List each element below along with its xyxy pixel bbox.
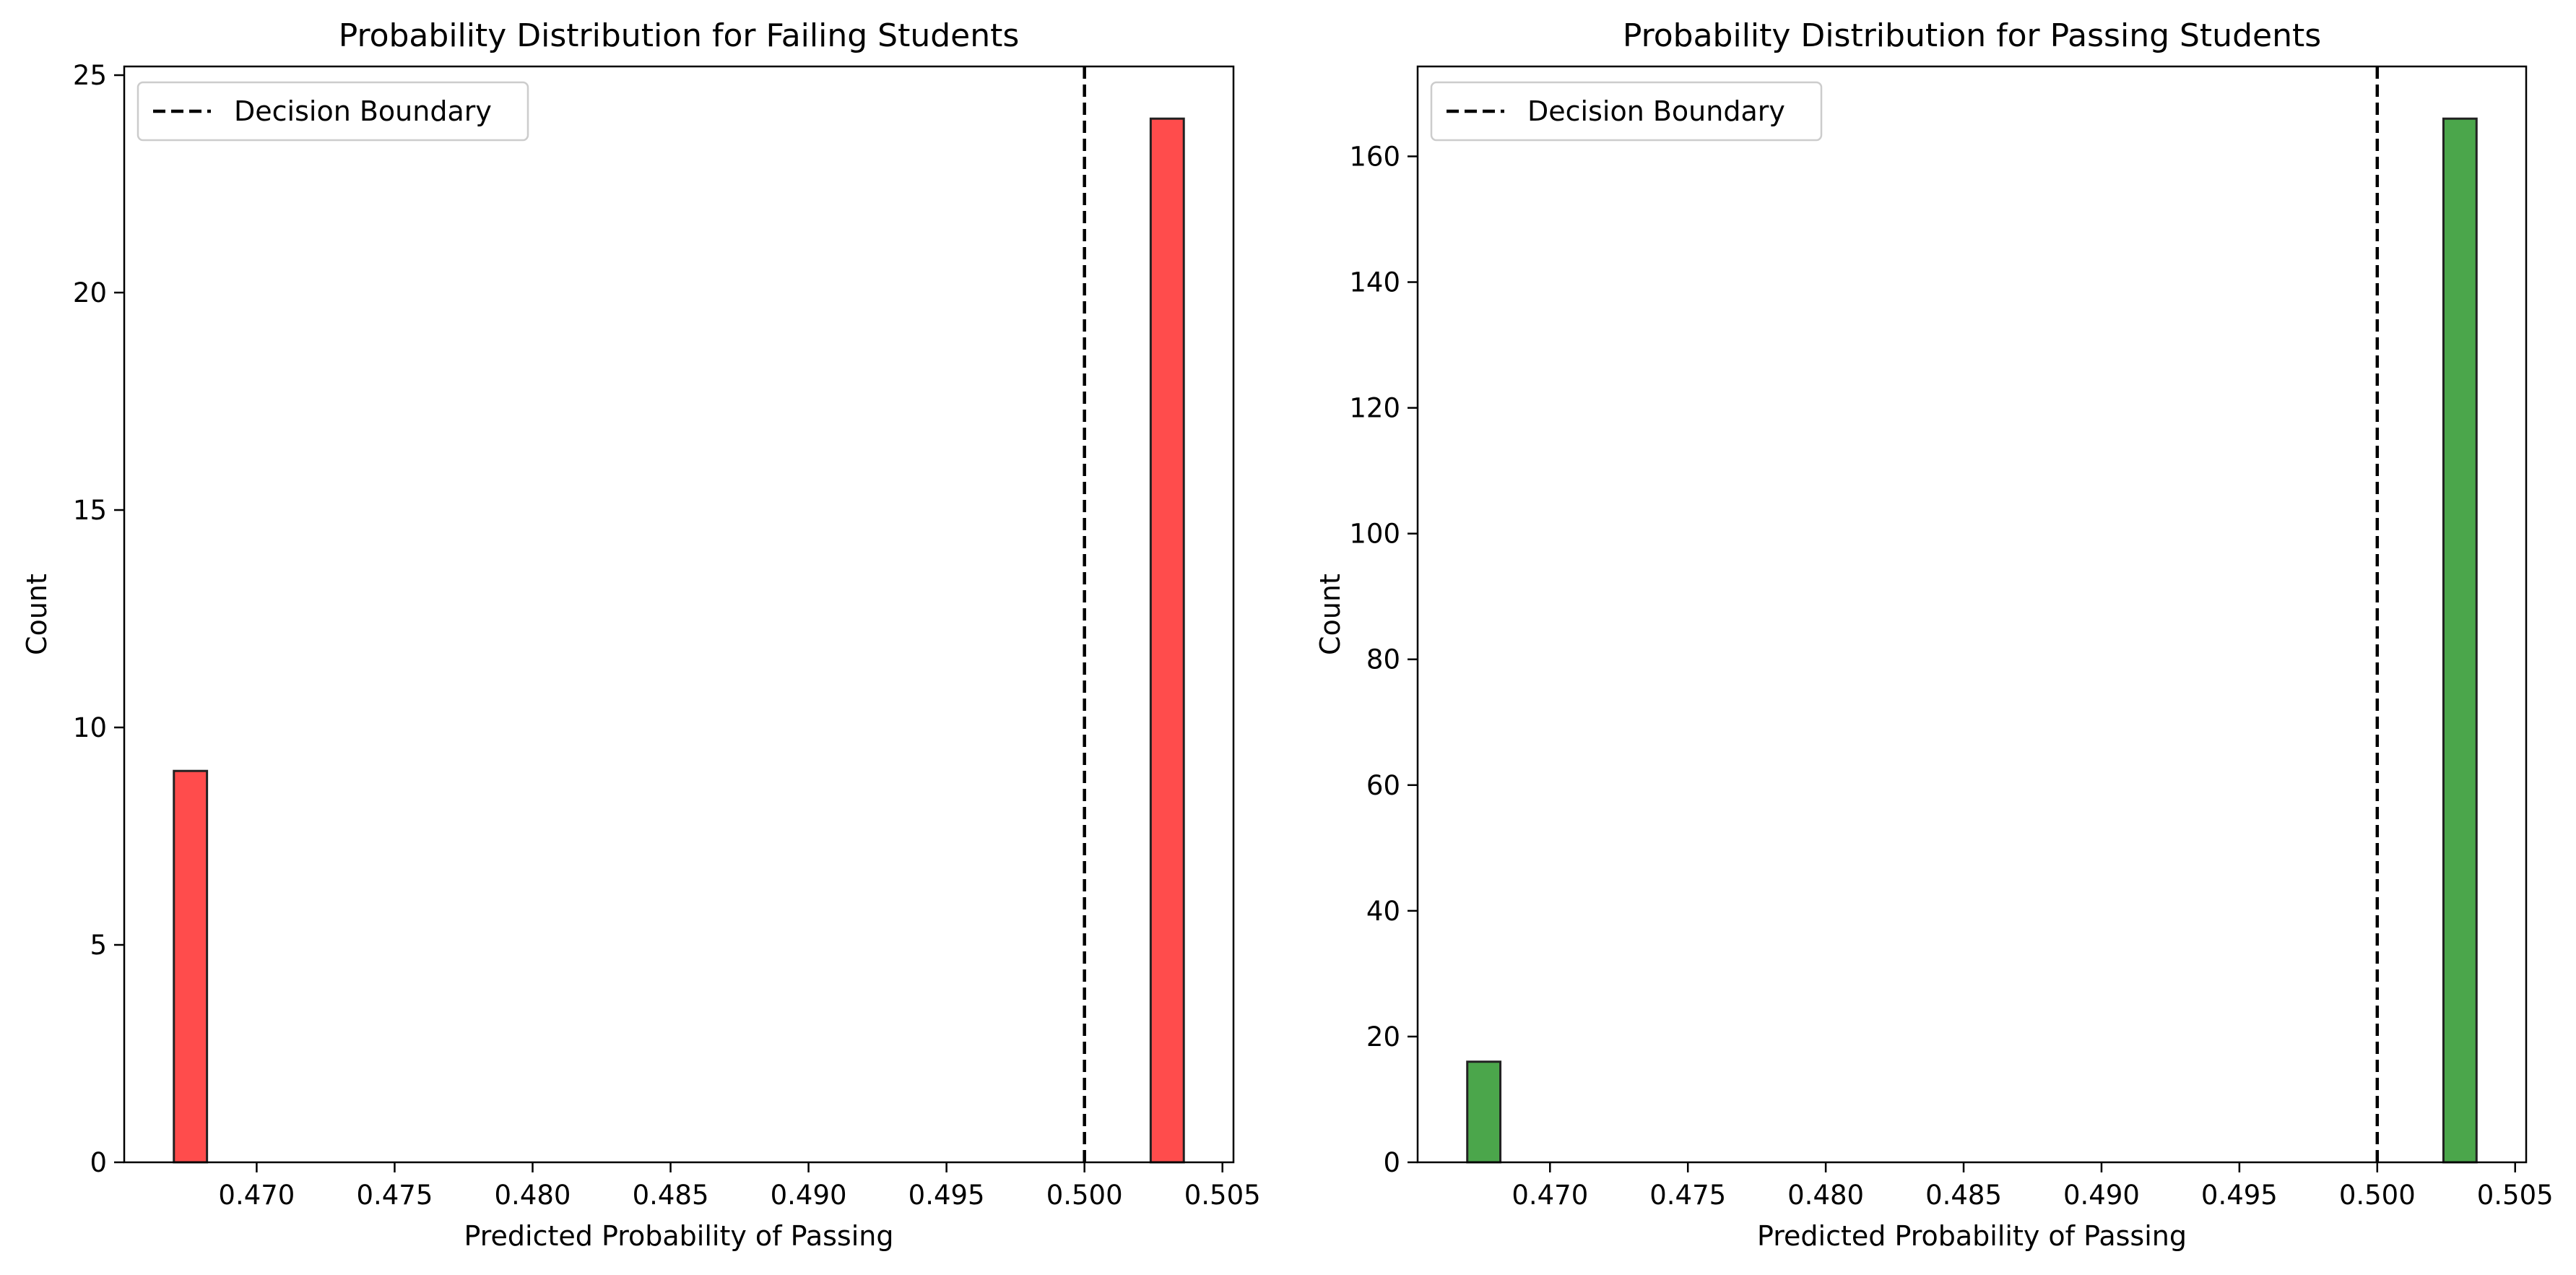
y-tick-label: 0 <box>1383 1147 1400 1178</box>
x-tick-label: 0.470 <box>218 1180 295 1211</box>
y-axis-label: Count <box>21 574 53 655</box>
x-tick-label: 0.495 <box>2201 1180 2278 1211</box>
plot-frame <box>1416 65 2528 1164</box>
legend: Decision Boundary <box>136 81 529 142</box>
y-tick-label: 20 <box>1366 1021 1400 1053</box>
y-tick-label: 100 <box>1349 519 1400 550</box>
y-axis-label: Count <box>1314 574 1346 655</box>
histogram-bar <box>173 769 209 1164</box>
x-tick-label: 0.480 <box>495 1180 571 1211</box>
histogram-bar <box>1149 117 1185 1164</box>
x-tick-label: 0.470 <box>1512 1180 1588 1211</box>
legend-label: Decision Boundary <box>1527 95 1785 127</box>
plot-frame <box>123 65 1235 1164</box>
failing-students-panel: 0.470 0.475 0.480 0.485 0.490 0.495 0.500 0.505… <box>21 17 1261 1252</box>
x-tick-label: 0.485 <box>1925 1180 2002 1211</box>
legend-box <box>1430 81 1823 142</box>
x-tick-label: 0.490 <box>771 1180 847 1211</box>
y-tick-label: 160 <box>1349 141 1400 172</box>
x-axis-label: Predicted Probability of Passing <box>464 1220 894 1252</box>
x-tick-label: 0.475 <box>1649 1180 1726 1211</box>
y-tick-label: 10 <box>73 712 107 743</box>
x-tick-label: 0.500 <box>1046 1180 1123 1211</box>
y-tick-label: 140 <box>1349 267 1400 298</box>
y-tick-label: 120 <box>1349 393 1400 424</box>
x-axis-label: Predicted Probability of Passing <box>1757 1220 2187 1252</box>
y-tick-label: 15 <box>73 495 107 526</box>
y-tick-label: 0 <box>90 1147 107 1178</box>
y-tick-label: 25 <box>73 60 107 91</box>
legend-box <box>136 81 529 142</box>
passing-students-panel: 0.470 0.475 0.480 0.485 0.490 0.495 0.500 0.505… <box>1314 17 2554 1252</box>
x-tick-label: 0.505 <box>2477 1180 2554 1211</box>
x-tick-label: 0.490 <box>2063 1180 2140 1211</box>
y-tick-label: 80 <box>1366 644 1400 675</box>
x-tick-label: 0.480 <box>1787 1180 1864 1211</box>
chart-title: Probability Distribution for Passing Stu… <box>1623 17 2321 54</box>
x-tick-label: 0.485 <box>633 1180 709 1211</box>
chart-title: Probability Distribution for Failing Stu… <box>339 17 1020 54</box>
y-tick-label: 5 <box>90 930 107 961</box>
y-tick-label: 20 <box>73 277 107 308</box>
histogram-bar <box>2442 117 2478 1164</box>
y-tick-label: 40 <box>1366 896 1400 927</box>
histogram-bar <box>1466 1060 1502 1164</box>
x-tick-label: 0.475 <box>356 1180 433 1211</box>
legend-label: Decision Boundary <box>234 95 492 127</box>
x-tick-label: 0.500 <box>2339 1180 2416 1211</box>
y-tick-label: 60 <box>1366 770 1400 801</box>
legend: Decision Boundary <box>1430 81 1823 142</box>
x-tick-label: 0.495 <box>908 1180 985 1211</box>
x-tick-label: 0.505 <box>1184 1180 1261 1211</box>
